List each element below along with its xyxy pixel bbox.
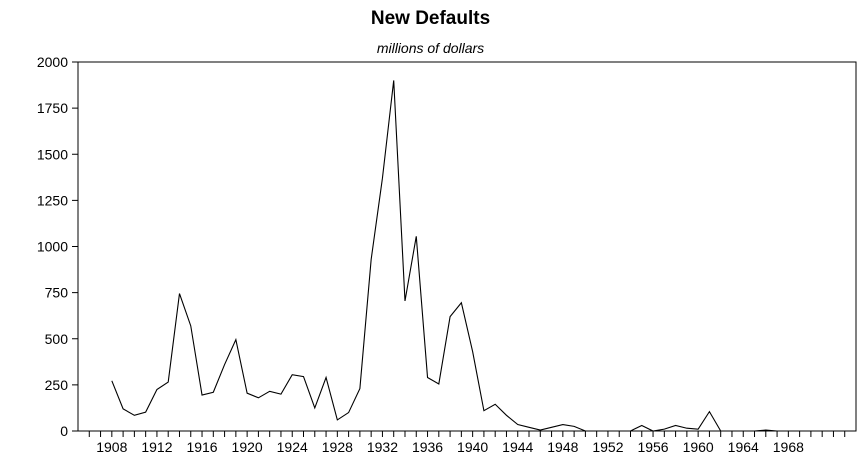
chart-title: New Defaults [370, 8, 491, 29]
chart-subtitle: millions of dollars [376, 40, 485, 56]
x-tick-label: 1912 [141, 439, 172, 455]
y-tick-label: 750 [45, 285, 69, 301]
x-tick-label: 1924 [277, 439, 308, 455]
x-tick-label: 1964 [728, 439, 759, 455]
y-tick-label: 0 [60, 423, 68, 439]
x-tick-label: 1940 [457, 439, 488, 455]
x-tick-label: 1968 [773, 439, 804, 455]
x-tick-label: 1932 [367, 439, 398, 455]
x-tick-label: 1936 [412, 439, 443, 455]
y-tick-label: 2000 [37, 54, 68, 70]
y-tick-label: 250 [45, 377, 69, 393]
y-tick-label: 500 [45, 331, 69, 347]
x-tick-label: 1952 [592, 439, 623, 455]
plot-frame [77, 61, 857, 432]
x-tick-label: 1960 [683, 439, 714, 455]
x-tick-label: 1948 [547, 439, 578, 455]
x-tick-label: 1916 [186, 439, 217, 455]
x-tick-label: 1944 [502, 439, 533, 455]
y-tick-label: 1250 [37, 192, 68, 208]
series-line [111, 80, 778, 432]
x-tick-label: 1928 [322, 439, 353, 455]
x-tick-label: 1920 [232, 439, 263, 455]
y-tick-label: 1000 [37, 239, 68, 255]
y-tick-label: 1750 [37, 100, 68, 116]
x-tick-label: 1908 [96, 439, 127, 455]
y-tick-label: 1500 [37, 146, 68, 162]
x-tick-label: 1956 [637, 439, 668, 455]
